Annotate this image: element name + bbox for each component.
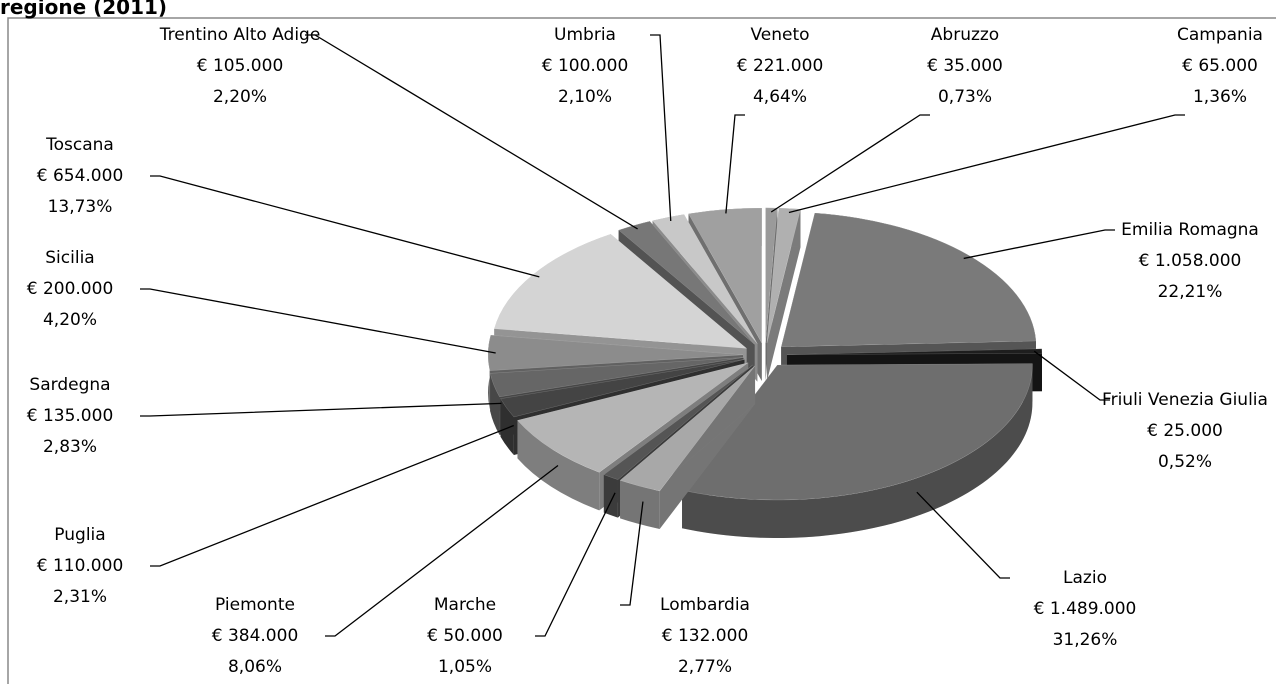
slice <box>603 364 753 480</box>
data-label: 0,52% <box>1158 452 1212 472</box>
leader-line <box>305 34 638 230</box>
data-label: € 35.000 <box>927 56 1003 76</box>
slice <box>786 348 1043 355</box>
slice-side <box>682 363 1033 538</box>
data-label: Piemonte <box>215 595 295 615</box>
data-label: Lombardia <box>660 595 750 615</box>
slice <box>688 207 763 344</box>
leader-line <box>325 465 559 637</box>
slice-shade <box>603 474 618 518</box>
slice-shade <box>766 209 801 381</box>
data-label: 22,21% <box>1158 282 1223 302</box>
data-label: Toscana <box>45 135 114 155</box>
data-label: € 50.000 <box>427 626 503 646</box>
data-label: Lazio <box>1063 568 1107 588</box>
slice-shade <box>517 420 600 511</box>
data-label: € 1.489.000 <box>1034 599 1137 619</box>
data-label: Campania <box>1177 25 1263 45</box>
data-label: 31,26% <box>1053 630 1118 650</box>
data-label: € 1.058.000 <box>1139 251 1242 271</box>
data-label: € 135.000 <box>27 406 114 426</box>
leader-line <box>150 424 514 567</box>
data-label: € 132.000 <box>662 626 749 646</box>
slice-shade <box>682 363 1033 538</box>
slice-side <box>620 480 660 529</box>
slice <box>500 359 745 418</box>
data-label: € 110.000 <box>37 556 124 576</box>
data-label: € 100.000 <box>542 56 629 76</box>
data-label: 2,10% <box>558 87 612 107</box>
slice <box>517 362 749 473</box>
data-label: 8,06% <box>228 657 282 677</box>
slice-side <box>603 474 618 518</box>
data-label: Friuli Venezia Giulia <box>1102 390 1268 410</box>
slice <box>489 357 744 398</box>
leader-line <box>1033 350 1110 401</box>
slice <box>681 363 1033 501</box>
slice-shade <box>500 398 514 455</box>
data-label: Sardegna <box>29 375 110 395</box>
slice-side <box>500 398 514 455</box>
data-label: € 221.000 <box>737 56 824 76</box>
data-label: Puglia <box>54 525 105 545</box>
data-label: Trentino Alto Adige <box>159 25 321 45</box>
data-label: Abruzzo <box>931 25 999 45</box>
data-label: 1,05% <box>438 657 492 677</box>
data-label: Umbria <box>554 25 616 45</box>
data-label: € 105.000 <box>197 56 284 76</box>
chart-title: regione (2011) <box>0 0 167 19</box>
data-label: 4,64% <box>753 87 807 107</box>
slice-side <box>766 209 801 381</box>
leader-line <box>916 491 1010 579</box>
data-label: 2,20% <box>213 87 267 107</box>
slice <box>618 220 755 345</box>
data-label: 2,77% <box>678 657 732 677</box>
leader-line <box>963 229 1115 260</box>
data-label: 0,73% <box>938 87 992 107</box>
data-label: 1,36% <box>1193 87 1247 107</box>
leader-line <box>788 114 1185 214</box>
slice-shade <box>620 480 660 529</box>
leader-line <box>770 114 930 213</box>
data-label: Emilia Romagna <box>1121 220 1259 240</box>
slice <box>619 365 756 492</box>
leader-line <box>150 175 540 278</box>
data-label: 4,20% <box>43 310 97 330</box>
data-label: € 654.000 <box>37 166 124 186</box>
data-label: € 384.000 <box>212 626 299 646</box>
data-label: 2,83% <box>43 437 97 457</box>
leader-line <box>620 501 644 606</box>
slice-side <box>517 420 600 511</box>
slice <box>652 214 758 344</box>
data-label: € 65.000 <box>1182 56 1258 76</box>
data-label: Marche <box>434 595 496 615</box>
leader-line <box>140 402 502 417</box>
slice <box>487 334 744 371</box>
data-label: Sicilia <box>45 248 94 268</box>
data-label: 2,31% <box>53 587 107 607</box>
leader-line <box>725 114 745 214</box>
slice <box>780 212 1037 348</box>
leader-line <box>535 492 616 637</box>
data-label: 13,73% <box>48 197 113 217</box>
data-label: € 25.000 <box>1147 421 1223 441</box>
leader-line <box>140 288 496 354</box>
data-label: Veneto <box>750 25 809 45</box>
data-label: € 200.000 <box>27 279 114 299</box>
pie <box>487 207 1043 538</box>
leader-line <box>650 34 672 222</box>
